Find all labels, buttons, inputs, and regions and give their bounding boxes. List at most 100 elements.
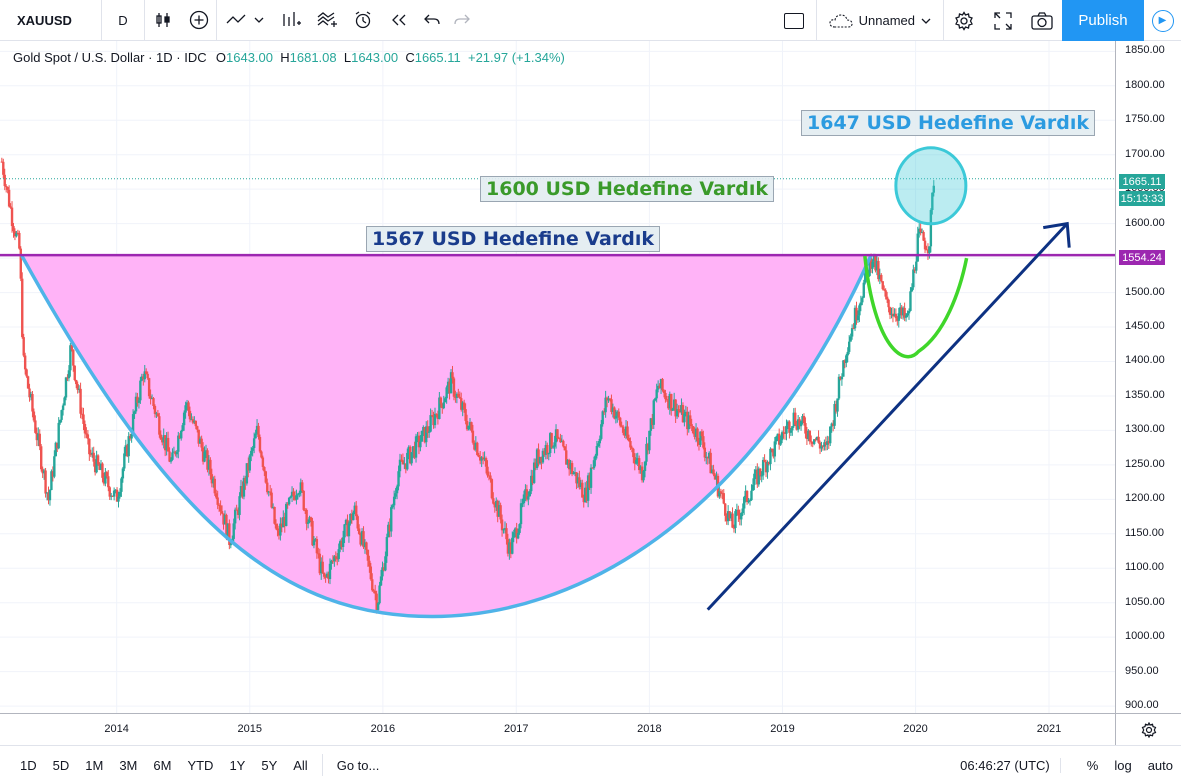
x-tick-label: 2018 <box>637 723 662 735</box>
time-axis[interactable]: 2014 2015 2016 2017 2018 2019 2020 2021 <box>0 713 1115 745</box>
candle-body <box>410 452 413 464</box>
replay-icon[interactable] <box>381 0 417 41</box>
candle-body <box>623 432 626 436</box>
utc-clock[interactable]: 06:46:27 (UTC) <box>950 758 1061 773</box>
candle-body <box>423 427 426 443</box>
candle-body <box>446 381 450 388</box>
fullscreen-icon[interactable] <box>984 0 1022 41</box>
candle-body <box>321 561 324 573</box>
play-icon[interactable]: ▶ <box>1144 0 1181 41</box>
candle-body <box>244 477 247 484</box>
candle-body <box>840 376 844 380</box>
candle-body <box>324 576 327 578</box>
candle-body <box>492 498 495 504</box>
y-tick-label: 1450.00 <box>1125 320 1165 333</box>
candle-body <box>620 425 623 427</box>
candle-body <box>516 532 520 539</box>
range-1y[interactable]: 1Y <box>229 757 246 773</box>
candle-body <box>842 360 845 377</box>
candle-body <box>903 307 906 318</box>
range-5d[interactable]: 5D <box>52 757 70 773</box>
range-5y[interactable]: 5Y <box>261 757 278 773</box>
candle-body <box>9 206 12 208</box>
goto-button[interactable]: Go to... <box>336 757 380 773</box>
candle-body <box>699 431 702 445</box>
candle-body <box>748 500 752 502</box>
candle-body <box>554 429 558 443</box>
candle-body <box>91 452 94 455</box>
candle-body <box>10 207 14 227</box>
candle-body <box>691 426 695 434</box>
candle-body <box>220 511 224 514</box>
range-all[interactable]: All <box>293 757 308 773</box>
candle-body <box>442 402 445 409</box>
candle-body <box>197 429 200 444</box>
layout-name-menu[interactable]: Unnamed <box>815 0 944 41</box>
candle-body <box>624 426 628 436</box>
candle-body <box>285 503 288 526</box>
candle-body <box>861 297 864 303</box>
candle-body <box>801 416 804 422</box>
candle-body <box>239 486 243 497</box>
candle-body <box>833 404 836 426</box>
candle-body <box>794 412 797 425</box>
candle-body <box>328 563 332 580</box>
settings-icon[interactable] <box>944 0 984 41</box>
templates-icon[interactable] <box>309 0 345 41</box>
candle-body <box>182 412 186 426</box>
layout-icon[interactable] <box>772 0 816 41</box>
log-toggle[interactable]: log <box>1114 758 1132 773</box>
annotation-1647[interactable]: 1647 USD Hedefine Vardık <box>801 110 1095 136</box>
candle-body <box>916 233 919 262</box>
y-tick-label: 1750.00 <box>1125 113 1165 126</box>
indicators-icon[interactable] <box>273 0 309 41</box>
candle-body <box>26 376 30 389</box>
add-indicator-icon[interactable] <box>181 0 217 41</box>
compare-icon[interactable] <box>217 0 273 41</box>
chart-plot-area[interactable] <box>0 41 1115 713</box>
axis-settings-icon[interactable] <box>1115 713 1181 745</box>
chart-type-icon[interactable] <box>145 0 181 41</box>
camera-icon[interactable] <box>1022 0 1062 41</box>
percent-toggle[interactable]: % <box>1086 758 1099 773</box>
legend-open: 1643.00 <box>226 50 273 65</box>
candle-body <box>200 438 203 448</box>
candle-body <box>667 400 670 409</box>
candle-body <box>25 369 28 377</box>
candle-body <box>693 433 696 437</box>
candle-body <box>77 388 81 390</box>
candle-body <box>420 430 424 442</box>
range-3m[interactable]: 3M <box>119 757 138 773</box>
price-axis[interactable]: 900.00 950.00 1000.00 1050.00 1100.00 1150.00… <box>1115 41 1181 713</box>
candle-body <box>172 451 176 453</box>
symbol-search[interactable]: XAUUSD <box>0 0 102 41</box>
y-tick-label: 1850.00 <box>1125 44 1165 57</box>
range-1m[interactable]: 1M <box>85 757 104 773</box>
candle-body <box>330 560 333 564</box>
publish-button[interactable]: Publish <box>1062 0 1144 41</box>
candle-body <box>166 437 170 452</box>
candle-body <box>45 492 49 494</box>
candle-body <box>369 566 373 580</box>
candle-body <box>706 457 709 459</box>
candle-body <box>73 365 76 381</box>
undo-icon[interactable] <box>417 0 447 41</box>
range-1d[interactable]: 1D <box>20 757 37 773</box>
alert-icon[interactable] <box>345 0 381 41</box>
annotation-1567[interactable]: 1567 USD Hedefine Vardık <box>366 226 660 252</box>
interval-button[interactable]: D <box>102 0 145 41</box>
chart-svg <box>0 41 1115 713</box>
candle-body <box>373 591 377 594</box>
candle-body <box>652 400 655 425</box>
candle-body <box>407 446 410 453</box>
countdown-badge: 15:13:33 <box>1119 191 1165 206</box>
candle-body <box>147 378 151 397</box>
auto-toggle[interactable]: auto <box>1147 758 1173 773</box>
candle-body <box>473 442 476 450</box>
range-6m[interactable]: 6M <box>153 757 172 773</box>
candle-body <box>474 442 478 450</box>
range-ytd[interactable]: YTD <box>187 757 214 773</box>
redo-icon[interactable] <box>447 0 477 41</box>
annotation-1600[interactable]: 1600 USD Hedefine Vardık <box>480 176 774 202</box>
x-tick-label: 2016 <box>370 723 396 735</box>
